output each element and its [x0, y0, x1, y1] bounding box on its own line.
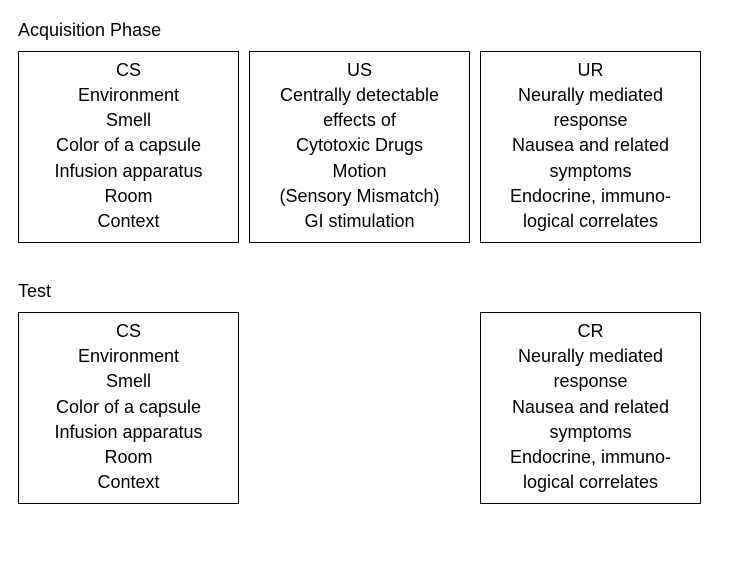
acquisition-us-line: Centrally detectable [254, 83, 465, 108]
test-cr-line: logical correlates [485, 470, 696, 495]
test-cs-line: Smell [23, 369, 234, 394]
acquisition-ur-line: response [485, 108, 696, 133]
acquisition-ur-line: Nausea and related [485, 133, 696, 158]
acquisition-cs-line: Infusion apparatus [23, 159, 234, 184]
test-cs-line: Environment [23, 344, 234, 369]
test-cs-line: Color of a capsule [23, 395, 234, 420]
acquisition-cs-title: CS [23, 60, 234, 81]
test-cr-line: Endocrine, immuno- [485, 445, 696, 470]
acquisition-ur-title: UR [485, 60, 696, 81]
acquisition-us-title: US [254, 60, 465, 81]
test-row: CS Environment Smell Color of a capsule … [18, 312, 711, 504]
acquisition-cs-box: CS Environment Smell Color of a capsule … [18, 51, 239, 243]
acquisition-us-box: US Centrally detectable effects of Cytot… [249, 51, 470, 243]
acquisition-ur-line: symptoms [485, 159, 696, 184]
test-cr-title: CR [485, 321, 696, 342]
test-cr-box: CR Neurally mediated response Nausea and… [480, 312, 701, 504]
acquisition-us-line: Motion [254, 159, 465, 184]
test-cs-line: Room [23, 445, 234, 470]
test-cr-line: response [485, 369, 696, 394]
test-cs-line: Infusion apparatus [23, 420, 234, 445]
test-cs-box: CS Environment Smell Color of a capsule … [18, 312, 239, 504]
test-phase-label: Test [18, 281, 711, 302]
acquisition-cs-line: Environment [23, 83, 234, 108]
acquisition-ur-line: Neurally mediated [485, 83, 696, 108]
acquisition-phase-label: Acquisition Phase [18, 20, 711, 41]
acquisition-ur-line: Endocrine, immuno- [485, 184, 696, 209]
test-cr-line: Nausea and related [485, 395, 696, 420]
acquisition-cs-line: Room [23, 184, 234, 209]
acquisition-us-line: (Sensory Mismatch) [254, 184, 465, 209]
test-cr-line: symptoms [485, 420, 696, 445]
acquisition-cs-line: Color of a capsule [23, 133, 234, 158]
acquisition-us-line: Cytotoxic Drugs [254, 133, 465, 158]
acquisition-us-line: GI stimulation [254, 209, 465, 234]
acquisition-cs-line: Context [23, 209, 234, 234]
acquisition-row: CS Environment Smell Color of a capsule … [18, 51, 711, 243]
acquisition-ur-line: logical correlates [485, 209, 696, 234]
test-cs-title: CS [23, 321, 234, 342]
acquisition-ur-box: UR Neurally mediated response Nausea and… [480, 51, 701, 243]
test-cs-line: Context [23, 470, 234, 495]
acquisition-us-line: effects of [254, 108, 465, 133]
acquisition-cs-line: Smell [23, 108, 234, 133]
test-cr-line: Neurally mediated [485, 344, 696, 369]
